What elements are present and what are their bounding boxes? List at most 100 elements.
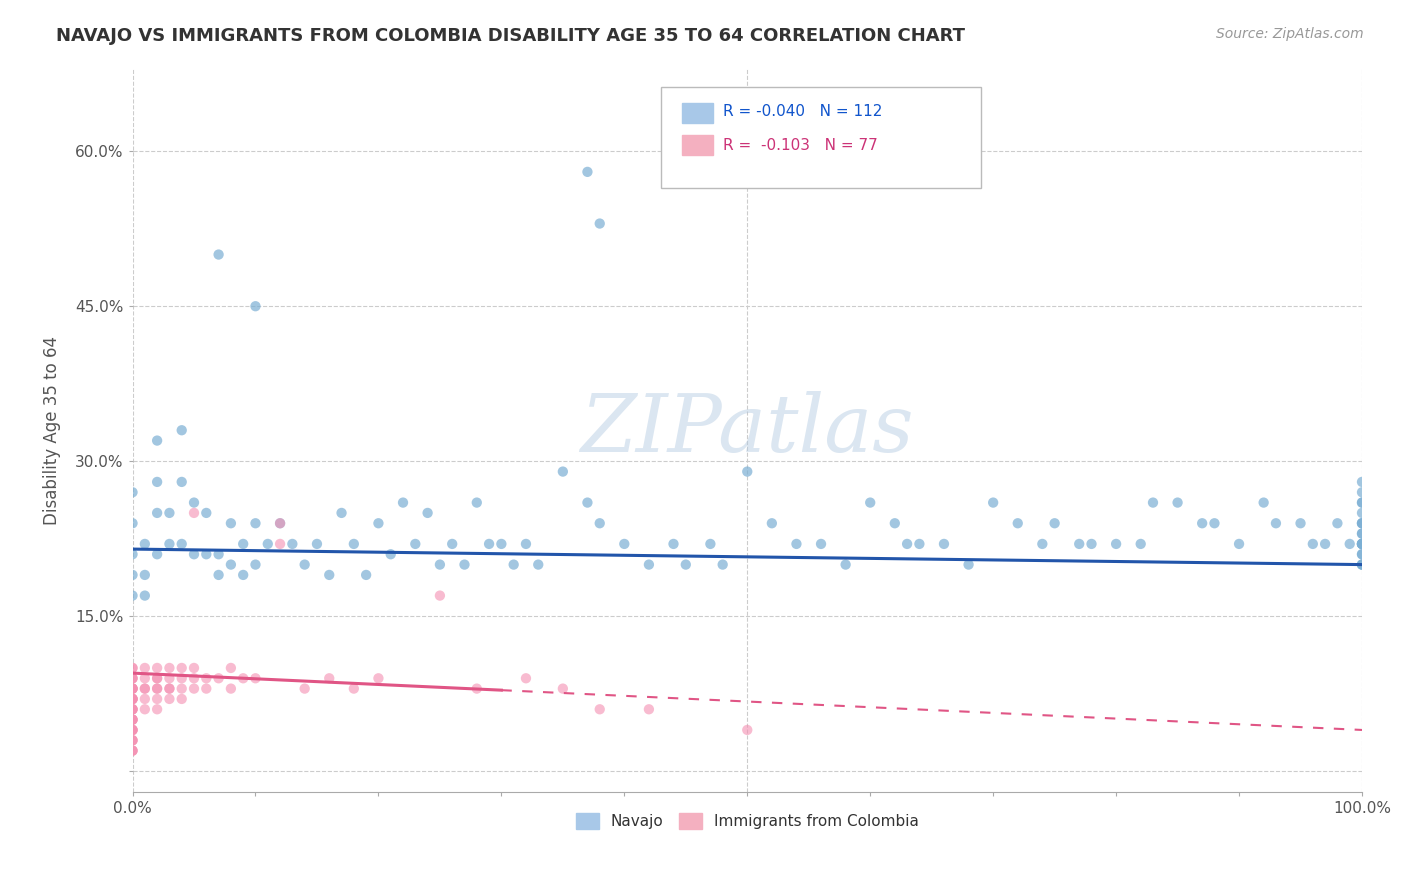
Point — [367, 516, 389, 531]
Point — [589, 217, 612, 231]
Point — [638, 702, 661, 716]
Point — [121, 723, 143, 737]
Point — [195, 506, 218, 520]
Point — [1351, 537, 1374, 551]
Point — [121, 692, 143, 706]
Point — [157, 537, 180, 551]
Point — [245, 671, 267, 685]
Point — [515, 671, 537, 685]
Point — [121, 692, 143, 706]
Point — [908, 537, 931, 551]
Point — [527, 558, 550, 572]
Point — [121, 671, 143, 685]
FancyBboxPatch shape — [682, 103, 713, 123]
Point — [859, 495, 882, 509]
Point — [1227, 537, 1250, 551]
Point — [1351, 485, 1374, 500]
Point — [170, 537, 193, 551]
Point — [121, 692, 143, 706]
Point — [121, 733, 143, 747]
Point — [711, 558, 734, 572]
Point — [146, 547, 169, 561]
Point — [761, 516, 783, 531]
Legend: Navajo, Immigrants from Colombia: Navajo, Immigrants from Colombia — [569, 806, 925, 835]
Point — [146, 475, 169, 489]
Point — [121, 516, 143, 531]
Point — [465, 681, 488, 696]
Point — [170, 692, 193, 706]
Point — [121, 733, 143, 747]
Point — [121, 661, 143, 675]
Point — [1007, 516, 1029, 531]
Point — [245, 516, 267, 531]
Point — [134, 702, 156, 716]
Point — [146, 506, 169, 520]
Point — [157, 692, 180, 706]
Point — [1142, 495, 1164, 509]
Point — [121, 568, 143, 582]
Point — [157, 681, 180, 696]
Point — [343, 681, 366, 696]
Point — [834, 558, 856, 572]
Point — [1302, 537, 1324, 551]
Point — [576, 165, 599, 179]
Point — [318, 671, 340, 685]
Point — [121, 671, 143, 685]
Point — [121, 681, 143, 696]
Point — [170, 681, 193, 696]
Point — [121, 723, 143, 737]
Point — [675, 558, 697, 572]
Point — [183, 547, 205, 561]
Point — [1351, 506, 1374, 520]
Point — [134, 681, 156, 696]
Point — [1351, 495, 1374, 509]
Point — [232, 537, 254, 551]
Point — [121, 547, 143, 561]
Point — [1351, 558, 1374, 572]
Point — [207, 247, 229, 261]
Point — [232, 568, 254, 582]
FancyBboxPatch shape — [661, 87, 981, 188]
Point — [785, 537, 807, 551]
Point — [134, 681, 156, 696]
Point — [146, 692, 169, 706]
Point — [157, 671, 180, 685]
Point — [121, 713, 143, 727]
Point — [245, 558, 267, 572]
Point — [121, 589, 143, 603]
Point — [589, 516, 612, 531]
Point — [121, 702, 143, 716]
Point — [121, 723, 143, 737]
Point — [121, 744, 143, 758]
Point — [932, 537, 955, 551]
Text: NAVAJO VS IMMIGRANTS FROM COLOMBIA DISABILITY AGE 35 TO 64 CORRELATION CHART: NAVAJO VS IMMIGRANTS FROM COLOMBIA DISAB… — [56, 27, 966, 45]
Point — [1351, 537, 1374, 551]
Point — [1253, 495, 1275, 509]
Point — [1105, 537, 1128, 551]
Point — [1351, 547, 1374, 561]
Point — [183, 506, 205, 520]
Point — [1043, 516, 1066, 531]
Point — [1080, 537, 1102, 551]
Point — [281, 537, 304, 551]
Point — [183, 681, 205, 696]
Point — [1351, 558, 1374, 572]
Point — [1351, 516, 1374, 531]
Point — [1351, 537, 1374, 551]
Point — [121, 713, 143, 727]
Text: R =  -0.103   N = 77: R = -0.103 N = 77 — [723, 137, 877, 153]
Point — [1351, 495, 1374, 509]
Point — [318, 568, 340, 582]
Point — [157, 661, 180, 675]
Point — [207, 547, 229, 561]
Point — [170, 475, 193, 489]
Point — [146, 681, 169, 696]
Point — [269, 537, 291, 551]
Point — [1289, 516, 1312, 531]
Point — [121, 702, 143, 716]
Point — [294, 558, 316, 572]
Point — [1167, 495, 1189, 509]
Point — [121, 681, 143, 696]
Point — [502, 558, 524, 572]
Point — [157, 506, 180, 520]
